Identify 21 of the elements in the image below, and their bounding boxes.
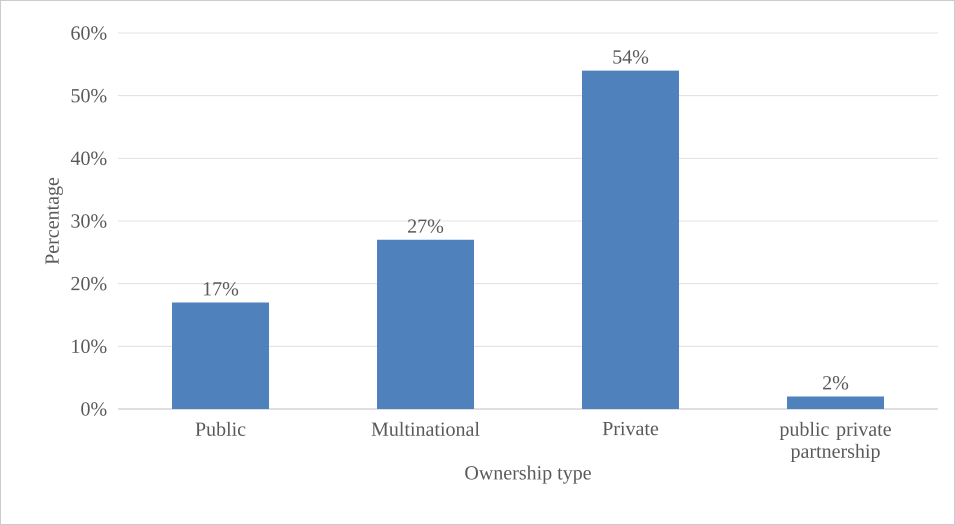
x-tick-label: Private (602, 422, 658, 436)
y-tick-label: 0% (81, 402, 106, 416)
data-label: 2% (823, 376, 848, 390)
y-tick-label: 40% (70, 152, 106, 166)
y-tick-label: 60% (71, 26, 106, 40)
bar (172, 302, 270, 409)
data-label: 54% (613, 50, 648, 64)
x-axis-title: Ownership type (465, 466, 591, 484)
data-label: 27% (408, 219, 444, 233)
y-tick-label: 10% (72, 340, 106, 354)
y-tick-label: 30% (71, 214, 106, 228)
x-tick-label: public private partnership (780, 422, 891, 462)
bar (787, 396, 884, 409)
y-axis-title: Percentage (46, 178, 63, 264)
y-tick-label: 20% (71, 276, 106, 290)
bar (582, 70, 680, 409)
bar (377, 240, 474, 409)
x-tick-label: Public (196, 422, 246, 436)
y-tick-label: 50% (72, 88, 106, 102)
x-tick-label: Multinational (372, 422, 480, 436)
data-label: 17% (204, 282, 238, 296)
